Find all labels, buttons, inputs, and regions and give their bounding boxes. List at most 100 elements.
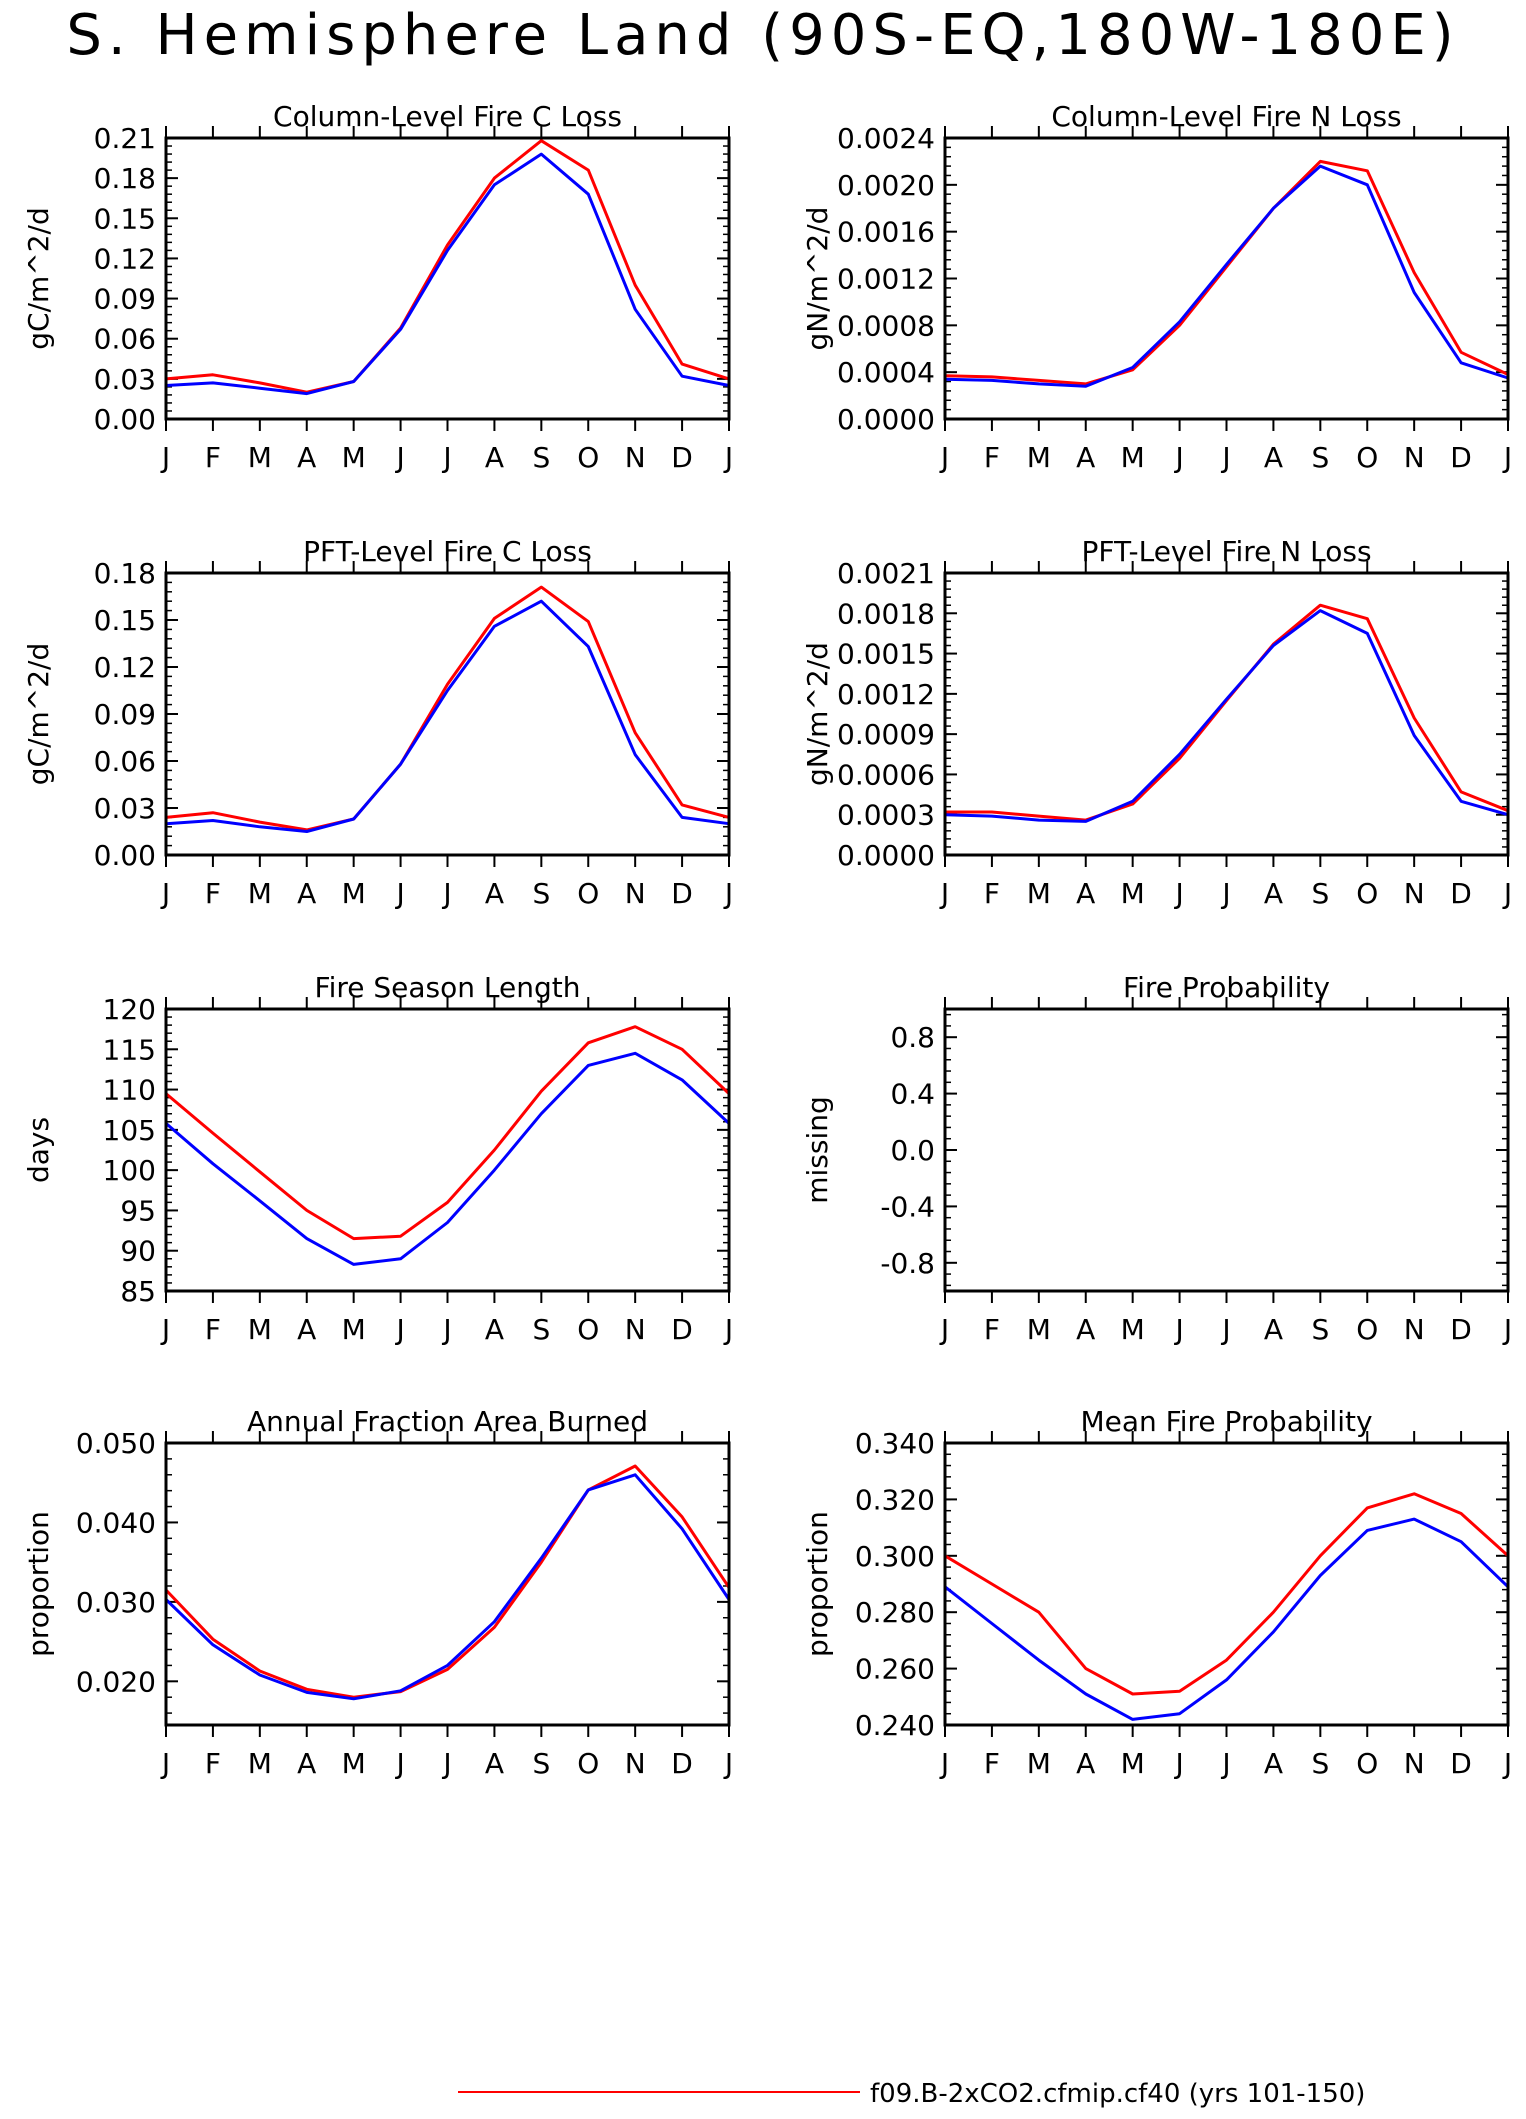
x-tick-label: N (625, 877, 646, 910)
y-tick-label: 85 (120, 1275, 156, 1308)
chart-panel-3: PFT-Level Fire C LossgC/m^2/d0.000.030.0… (22, 535, 733, 910)
x-tick-label: D (1450, 1313, 1472, 1346)
y-axis-label: proportion (22, 1511, 55, 1657)
x-tick-label: F (205, 1747, 221, 1780)
x-tick-label: F (205, 1313, 221, 1346)
y-axis-label: missing (801, 1096, 834, 1204)
x-tick-label: J (441, 1313, 451, 1346)
series-line-red (165, 139, 730, 394)
plot-frame (164, 1441, 731, 1727)
x-tick-label: J (441, 441, 451, 474)
y-tick-label: 100 (103, 1154, 156, 1187)
x-tick-label: J (160, 877, 170, 910)
y-tick-label: 0.0024 (837, 122, 935, 155)
y-tick-label: 0.03 (94, 363, 156, 396)
x-tick-label: D (671, 877, 693, 910)
y-tick-label: 0.09 (94, 698, 156, 731)
y-tick-label: 0.15 (94, 202, 156, 235)
y-tick-label: 0.12 (94, 242, 156, 275)
y-tick-label: 0.030 (76, 1586, 156, 1619)
x-tick-label: J (441, 1747, 451, 1780)
x-tick-label: A (1264, 1747, 1283, 1780)
x-tick-label: N (1404, 441, 1425, 474)
y-tick-label: -0.4 (880, 1190, 935, 1223)
x-tick-label: D (1450, 877, 1472, 910)
x-tick-label: O (577, 1747, 599, 1780)
y-tick-label: 0.12 (94, 651, 156, 684)
x-tick-label: J (1173, 877, 1183, 910)
x-tick-label: J (939, 877, 949, 910)
plot-frame (164, 136, 731, 421)
x-tick-label: M (1121, 1747, 1145, 1780)
x-tick-label: J (1220, 877, 1230, 910)
x-tick-label: O (1356, 1313, 1378, 1346)
x-tick-label: M (248, 1313, 272, 1346)
y-tick-label: 90 (120, 1235, 156, 1268)
series-line-blue (165, 1051, 731, 1266)
x-tick-label: M (1121, 877, 1145, 910)
y-tick-label: 0.06 (94, 745, 156, 778)
y-tick-label: 0.0012 (837, 263, 935, 296)
x-tick-label: J (1502, 1747, 1512, 1780)
x-tick-label: J (1502, 441, 1512, 474)
y-axis-label: proportion (801, 1511, 834, 1657)
x-tick-label: N (1404, 1313, 1425, 1346)
x-tick-label: J (394, 877, 404, 910)
y-tick-label: 0.280 (855, 1596, 935, 1629)
x-tick-label: D (671, 1313, 693, 1346)
x-tick-label: J (1502, 1313, 1512, 1346)
x-tick-label: A (485, 1747, 504, 1780)
x-tick-label: J (1220, 1747, 1230, 1780)
chart-panel-1: Column-Level Fire C LossgC/m^2/d0.000.03… (22, 100, 733, 474)
series-line-blue (164, 1473, 731, 1701)
y-tick-label: 0.03 (94, 792, 156, 825)
x-tick-label: J (160, 441, 170, 474)
chart-panel-2: Column-Level Fire N LossgN/m^2/d0.00000.… (801, 100, 1512, 474)
y-tick-label: 0.0020 (837, 169, 935, 202)
x-tick-label: J (1173, 1313, 1183, 1346)
y-tick-label: 0.0018 (837, 597, 935, 630)
series-line-blue (944, 1517, 1510, 1721)
x-tick-label: A (485, 1313, 504, 1346)
x-tick-label: M (248, 441, 272, 474)
x-tick-label: F (205, 877, 221, 910)
y-axis-label: gC/m^2/d (22, 207, 55, 350)
x-tick-label: M (1121, 441, 1145, 474)
y-tick-label: 0.8 (890, 1021, 935, 1054)
y-axis-label: gN/m^2/d (801, 207, 834, 351)
x-tick-label: A (1076, 1313, 1095, 1346)
y-axis-label: gN/m^2/d (801, 642, 834, 786)
plot-frame (943, 1441, 1510, 1727)
x-tick-label: F (984, 1313, 1000, 1346)
x-tick-label: D (671, 1747, 693, 1780)
y-tick-label: 0.09 (94, 283, 156, 316)
x-tick-label: M (1027, 877, 1051, 910)
x-tick-label: D (671, 441, 693, 474)
chart-panel-8: Mean Fire Probabilityproportion0.2400.26… (801, 1405, 1512, 1780)
series-line-blue (165, 599, 730, 833)
x-tick-label: F (984, 1747, 1000, 1780)
x-tick-label: M (1027, 441, 1051, 474)
x-tick-label: M (342, 1747, 366, 1780)
y-tick-label: 0.020 (76, 1665, 156, 1698)
x-tick-label: J (939, 441, 949, 474)
x-tick-label: O (1356, 877, 1378, 910)
y-tick-label: 0.0015 (837, 638, 935, 671)
x-tick-label: A (297, 441, 316, 474)
y-tick-label: 0.21 (94, 122, 156, 155)
x-tick-label: M (342, 1313, 366, 1346)
x-tick-label: O (1356, 1747, 1378, 1780)
x-tick-label: A (485, 441, 504, 474)
x-tick-label: A (1264, 441, 1283, 474)
x-tick-label: J (394, 1313, 404, 1346)
x-tick-label: J (441, 877, 451, 910)
x-tick-label: O (577, 441, 599, 474)
x-tick-label: N (625, 441, 646, 474)
x-tick-label: J (1502, 877, 1512, 910)
y-tick-label: 0.040 (76, 1506, 156, 1539)
x-tick-label: O (1356, 441, 1378, 474)
chart-panel-7: Annual Fraction Area Burnedproportion0.0… (22, 1405, 733, 1780)
y-tick-label: 0.320 (855, 1483, 935, 1516)
x-tick-label: J (939, 1747, 949, 1780)
